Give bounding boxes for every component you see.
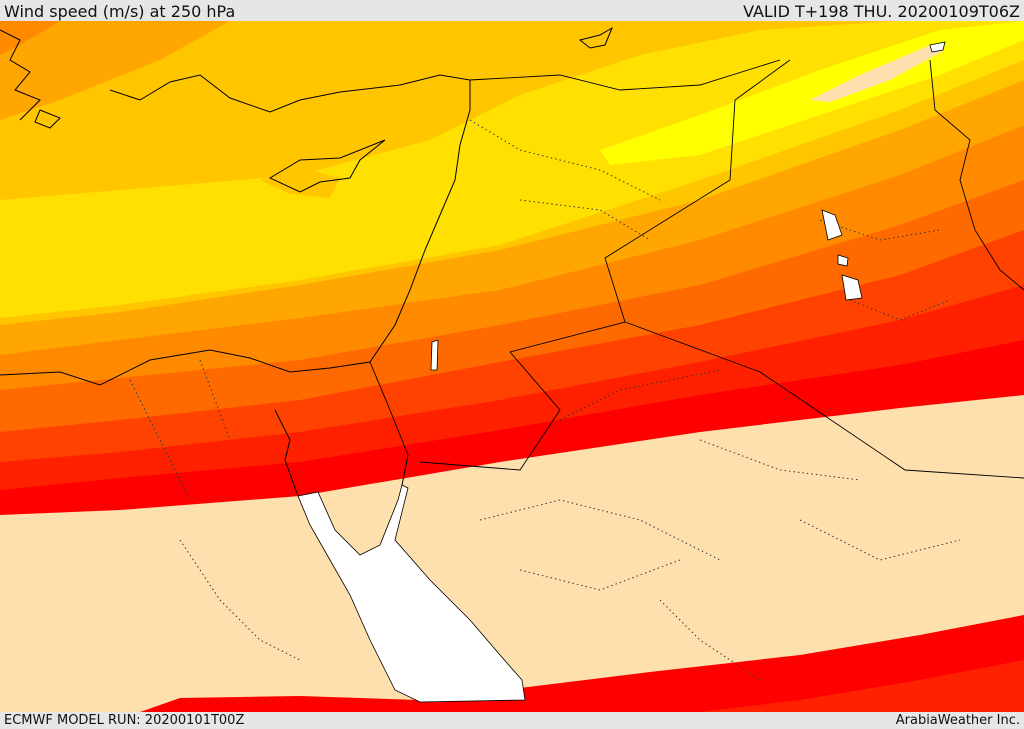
cyprus-outline <box>268 139 386 193</box>
red-sea <box>297 484 526 703</box>
iraq-lake-2 <box>841 274 863 301</box>
map-title: Wind speed (m/s) at 250 hPa <box>4 2 236 21</box>
footer-bar: ECMWF MODEL RUN: 20200101T00Z ArabiaWeat… <box>0 712 1024 729</box>
internal-boundaries <box>129 119 961 681</box>
header-bar: Wind speed (m/s) at 250 hPa VALID T+198 … <box>0 0 1024 21</box>
border-iraq-iran <box>929 59 1024 291</box>
coastline-med <box>0 74 471 386</box>
band-b4-northwest <box>0 21 230 120</box>
wind-speed-map <box>0 21 1024 712</box>
border-turkey-syria <box>469 59 781 91</box>
gulf-suez <box>274 409 299 497</box>
valid-time: VALID T+198 THU. 20200109T06Z <box>743 2 1020 21</box>
model-run: ECMWF MODEL RUN: 20200101T00Z <box>4 713 245 728</box>
coastline-aegean <box>0 26 614 129</box>
dead-sea <box>430 339 439 371</box>
lake-van <box>929 41 946 53</box>
gulf-aqaba <box>401 454 409 486</box>
band-b8-south <box>700 660 1024 712</box>
band-core-south <box>140 615 1024 712</box>
iraq-lake-3 <box>837 254 849 267</box>
band-low-north-pocket <box>810 45 945 102</box>
border-saudi-iraq <box>624 321 1024 479</box>
iraq-lake-1 <box>821 209 843 241</box>
credit: ArabiaWeather Inc. <box>895 713 1020 728</box>
map-canvas <box>0 21 1024 712</box>
band-b5-corner <box>0 21 60 55</box>
border-egypt-israel <box>369 361 409 456</box>
band-b3-cyprus-pocket <box>260 168 340 198</box>
